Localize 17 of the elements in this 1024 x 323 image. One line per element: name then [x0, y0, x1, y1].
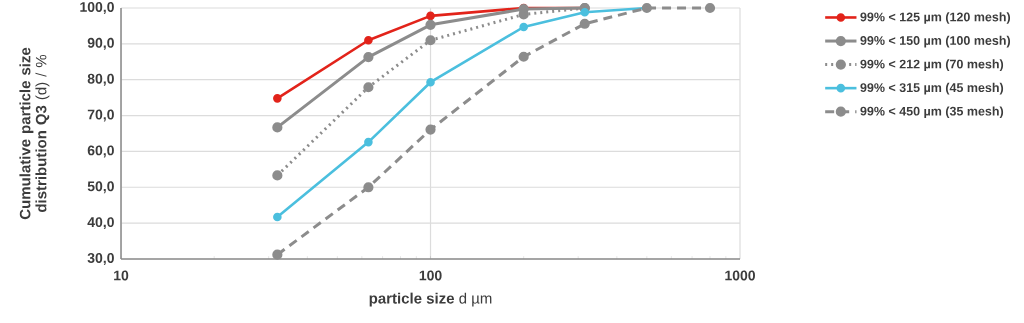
y-tick-label: 90,0 — [87, 37, 114, 50]
legend-label: 99% < 150 µm (100 mesh) — [860, 35, 1011, 48]
y-tick-label: 70,0 — [87, 109, 114, 122]
y-tick-label: 40,0 — [87, 217, 114, 230]
legend-label: 99% < 212 µm (70 mesh) — [860, 59, 1004, 71]
x-axis-title: particle size d µm — [369, 292, 492, 307]
x-tick-label: 1000 — [725, 270, 755, 281]
x-tick-label: 10 — [114, 270, 129, 281]
y-tick-label: 30,0 — [87, 253, 114, 265]
x-tick-label: 100 — [419, 270, 442, 281]
y-tick-label: 100,0 — [80, 2, 114, 14]
legend-label: 99% < 450 µm (35 mesh) — [860, 106, 1004, 119]
legend-label: 99% < 125 µm (120 mesh) — [860, 12, 1011, 24]
legend-label: 99% < 315 µm (45 mesh) — [860, 82, 1004, 95]
y-tick-label: 80,0 — [87, 73, 114, 86]
y-tick-label: 60,0 — [87, 145, 114, 158]
y-tick-label: 50,0 — [87, 181, 114, 194]
